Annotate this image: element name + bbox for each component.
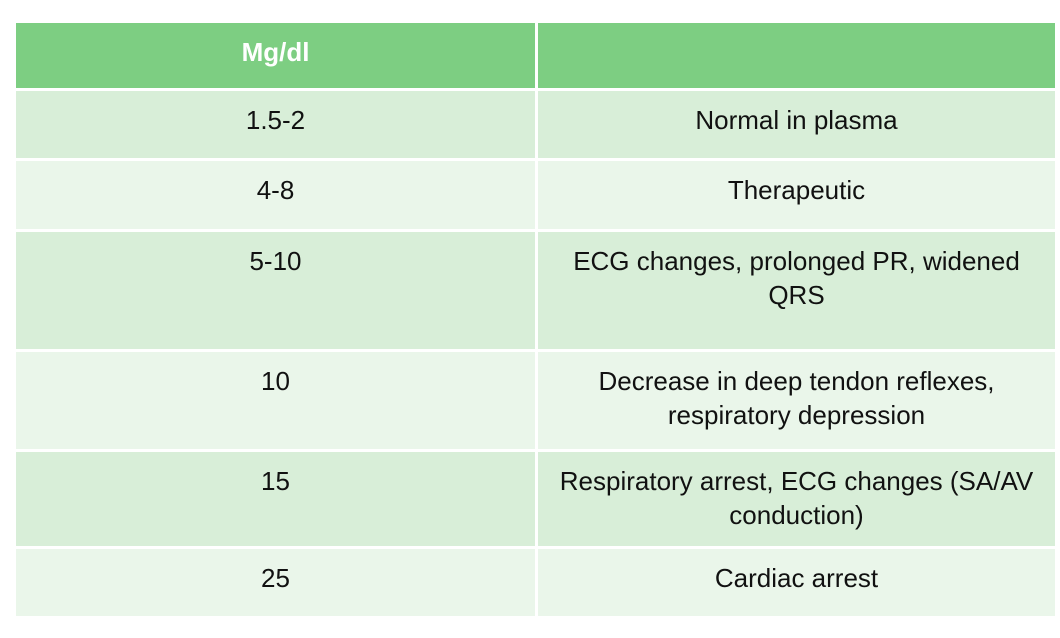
- table-row: 10 Decrease in deep tendon reflexes, resp…: [13, 349, 1058, 452]
- header-cell: Mg/dl: [13, 20, 538, 91]
- table: Mg/dl 1.5-2 Normal in plasma 4-8 Therapeuti…: [13, 20, 1058, 619]
- effect-cell: Normal in plasma: [535, 88, 1058, 161]
- effect-cell: Decrease in deep tendon reflexes, respir…: [535, 349, 1058, 452]
- table-row: 25 Cardiac arrest: [13, 546, 1058, 619]
- table-row: 5-10 ECG changes, prolonged PR, widened Q…: [13, 229, 1058, 352]
- table-container: Mg/dl 1.5-2 Normal in plasma 4-8 Therapeuti…: [13, 20, 1058, 619]
- effect-cell: ECG changes, prolonged PR, widened QRS: [535, 229, 1058, 352]
- level-cell: 10: [13, 349, 538, 452]
- effect-cell: Therapeutic: [535, 158, 1058, 232]
- table-row: 4-8 Therapeutic: [13, 158, 1058, 232]
- effect-cell: Cardiac arrest: [535, 546, 1058, 619]
- level-cell: 4-8: [13, 158, 538, 232]
- level-cell: 25: [13, 546, 538, 619]
- table-row: 1.5-2 Normal in plasma: [13, 88, 1058, 161]
- level-cell: 5-10: [13, 229, 538, 352]
- level-cell: 1.5-2: [13, 88, 538, 161]
- effect-cell: Respiratory arrest, ECG changes (SA/AV c…: [535, 449, 1058, 549]
- table-row: 15 Respiratory arrest, ECG changes (SA/AV…: [13, 449, 1058, 549]
- header-cell: [535, 20, 1058, 91]
- level-cell: 15: [13, 449, 538, 549]
- header-row: Mg/dl: [13, 20, 1058, 91]
